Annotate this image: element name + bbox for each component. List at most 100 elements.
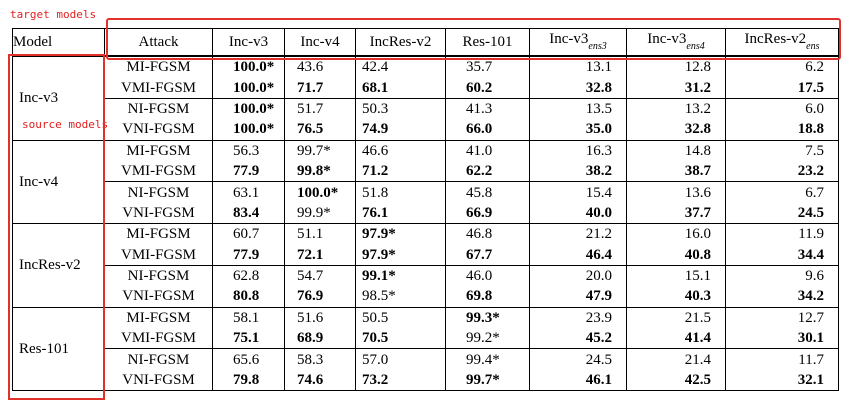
- value-cell: 14.8: [626, 140, 726, 161]
- value-cell: 69.8: [445, 286, 530, 308]
- value-cell: 99.7*: [445, 369, 530, 392]
- value-cell: 6.7: [725, 181, 839, 203]
- attack-cell: MI-FGSM: [104, 140, 213, 161]
- value-cell: 24.5: [529, 348, 627, 370]
- value-cell: 21.5: [626, 307, 726, 329]
- table-row: VMI-FGSM 77.9 72.1 97.9* 67.7 46.4 40.8 34.4: [13, 244, 839, 266]
- value-cell: 100.0*: [284, 181, 356, 203]
- value-cell: 6.2: [725, 56, 839, 78]
- table-row: VMI-FGSM 77.9 99.8* 71.2 62.2 38.2 38.7 23.2: [13, 160, 839, 183]
- table-row: Res-101 MI-FGSM 58.1 51.6 50.5 99.3* 23.9 21.5 1…: [12, 307, 839, 392]
- value-cell: 17.5: [725, 77, 839, 99]
- attack-cell: NI-FGSM: [104, 181, 213, 203]
- table-row: VNI-FGSM 83.4 99.9* 76.1 66.9 40.0 37.7 24.5: [13, 202, 839, 225]
- attack-cell: VNI-FGSM: [104, 119, 213, 141]
- value-cell: 66.9: [445, 202, 530, 225]
- value-cell: 46.6: [355, 140, 446, 161]
- value-cell: 12.7: [725, 307, 839, 329]
- value-cell: 24.5: [725, 202, 839, 225]
- header-attack: Attack: [104, 28, 213, 57]
- value-cell: 99.9*: [284, 202, 356, 225]
- value-cell: 50.3: [355, 98, 446, 120]
- value-cell: 100.0*: [212, 56, 285, 78]
- value-cell: 9.6: [725, 265, 839, 287]
- attack-cell: MI-FGSM: [104, 223, 213, 245]
- value-cell: 13.6: [626, 181, 726, 203]
- header-incres-v2-ens-sub: ens: [806, 41, 820, 52]
- value-cell: 73.2: [355, 369, 446, 392]
- header-inc-v3-ens4-base: Inc-v3: [647, 31, 687, 47]
- value-cell: 63.1: [212, 181, 285, 203]
- value-cell: 97.9*: [355, 223, 446, 245]
- value-cell: 6.0: [725, 98, 839, 120]
- value-cell: 30.1: [725, 328, 839, 350]
- value-cell: 76.1: [355, 202, 446, 225]
- attack-cell: VNI-FGSM: [104, 369, 213, 392]
- value-cell: 16.3: [529, 140, 627, 161]
- value-cell: 58.3: [284, 348, 356, 370]
- value-cell: 46.1: [529, 369, 627, 392]
- attack-cell: VMI-FGSM: [104, 244, 213, 266]
- value-cell: 38.7: [626, 160, 726, 183]
- value-cell: 80.8: [212, 286, 285, 308]
- source-model-cell: Res-101: [12, 307, 105, 392]
- attack-cell: VMI-FGSM: [104, 160, 213, 183]
- value-cell: 41.4: [626, 328, 726, 350]
- header-inc-v3-ens4-sub: ens4: [686, 41, 705, 52]
- value-cell: 51.7: [284, 98, 356, 120]
- attack-cell: VMI-FGSM: [104, 328, 213, 350]
- value-cell: 35.7: [445, 56, 530, 78]
- table-row: NI-FGSM 62.8 54.7 99.1* 46.0 20.0 15.1 9.6: [13, 265, 839, 287]
- value-cell: 37.7: [626, 202, 726, 225]
- value-cell: 71.2: [355, 160, 446, 183]
- value-cell: 46.8: [445, 223, 530, 245]
- header-model: Model: [12, 28, 105, 57]
- value-cell: 18.8: [725, 119, 839, 141]
- value-cell: 66.0: [445, 119, 530, 141]
- value-cell: 75.1: [212, 328, 285, 350]
- attack-cell: VMI-FGSM: [104, 77, 213, 99]
- table-row: VNI-FGSM 79.8 74.6 73.2 99.7* 46.1 42.5 32.1: [13, 369, 839, 392]
- table-row: NI-FGSM 65.6 58.3 57.0 99.4* 24.5 21.4 11.7: [13, 348, 839, 370]
- value-cell: 97.9*: [355, 244, 446, 266]
- value-cell: 41.3: [445, 98, 530, 120]
- attack-cell: VNI-FGSM: [104, 286, 213, 308]
- value-cell: 74.6: [284, 369, 356, 392]
- header-incres-v2-ens: IncRes-v2ens: [725, 28, 839, 57]
- value-cell: 98.5*: [355, 286, 446, 308]
- value-cell: 99.2*: [445, 328, 530, 350]
- value-cell: 15.1: [626, 265, 726, 287]
- value-cell: 46.4: [529, 244, 627, 266]
- value-cell: 7.5: [725, 140, 839, 161]
- value-cell: 32.8: [529, 77, 627, 99]
- table-row: Inc-v3 MI-FGSM 100.0* 43.6 42.4 35.7 13.1 12.8 6…: [12, 56, 839, 141]
- value-cell: 47.9: [529, 286, 627, 308]
- value-cell: 21.4: [626, 348, 726, 370]
- value-cell: 67.7: [445, 244, 530, 266]
- value-cell: 43.6: [284, 56, 356, 78]
- header-inc-v3-ens4: Inc-v3ens4: [626, 28, 726, 57]
- attack-cell: MI-FGSM: [104, 307, 213, 329]
- value-cell: 99.7*: [284, 140, 356, 161]
- value-cell: 100.0*: [212, 98, 285, 120]
- value-cell: 50.5: [355, 307, 446, 329]
- attack-cell: NI-FGSM: [104, 348, 213, 370]
- value-cell: 57.0: [355, 348, 446, 370]
- value-cell: 42.5: [626, 369, 726, 392]
- value-cell: 68.9: [284, 328, 356, 350]
- value-cell: 74.9: [355, 119, 446, 141]
- value-cell: 13.5: [529, 98, 627, 120]
- value-cell: 100.0*: [212, 119, 285, 141]
- target-models-annotation: target models: [10, 8, 97, 21]
- header-inc-v3: Inc-v3: [212, 28, 285, 57]
- table-row: VNI-FGSM 80.8 76.9 98.5* 69.8 47.9 40.3 34.2: [13, 286, 839, 308]
- value-cell: 70.5: [355, 328, 446, 350]
- value-cell: 16.0: [626, 223, 726, 245]
- value-cell: 20.0: [529, 265, 627, 287]
- value-cell: 99.1*: [355, 265, 446, 287]
- source-model-cell: Inc-v3: [12, 56, 105, 141]
- attack-cell: VNI-FGSM: [104, 202, 213, 225]
- value-cell: 56.3: [212, 140, 285, 161]
- value-cell: 62.2: [445, 160, 530, 183]
- table-row: NI-FGSM 100.0* 51.7 50.3 41.3 13.5 13.2 6.0: [13, 98, 839, 120]
